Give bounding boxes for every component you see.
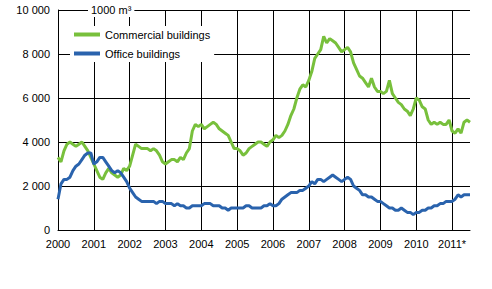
- svg-text:2000: 2000: [46, 238, 70, 250]
- svg-text:8 000: 8 000: [22, 48, 50, 60]
- svg-text:4 000: 4 000: [22, 136, 50, 148]
- svg-text:2003: 2003: [153, 238, 177, 250]
- svg-text:0: 0: [44, 224, 50, 236]
- svg-text:2011*: 2011*: [438, 238, 467, 250]
- svg-text:2005: 2005: [225, 238, 249, 250]
- svg-text:2007: 2007: [297, 238, 321, 250]
- svg-text:Commercial buildings: Commercial buildings: [105, 29, 211, 41]
- svg-text:Office buildings: Office buildings: [105, 48, 181, 60]
- svg-text:10 000: 10 000: [16, 4, 50, 16]
- svg-text:2004: 2004: [189, 238, 213, 250]
- svg-text:2006: 2006: [261, 238, 285, 250]
- svg-text:2009: 2009: [368, 238, 392, 250]
- svg-text:2002: 2002: [117, 238, 141, 250]
- svg-text:6 000: 6 000: [22, 92, 50, 104]
- svg-text:1000 m³: 1000 m³: [91, 4, 132, 16]
- svg-text:2008: 2008: [332, 238, 356, 250]
- svg-text:2 000: 2 000: [22, 180, 50, 192]
- svg-text:2001: 2001: [82, 238, 106, 250]
- svg-text:2010: 2010: [404, 238, 428, 250]
